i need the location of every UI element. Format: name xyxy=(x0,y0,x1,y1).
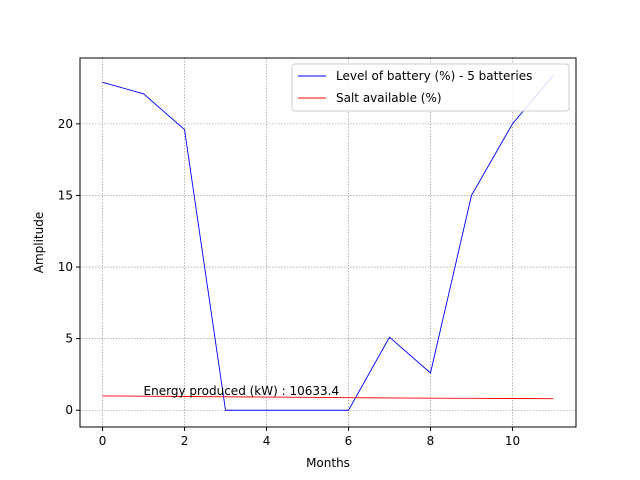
y-axis-label: Amplitude xyxy=(32,212,46,274)
energy-annotation: Energy produced (kW) : 10633.4 xyxy=(144,384,340,398)
series-line-2 xyxy=(102,395,554,400)
plot-frame xyxy=(79,57,577,428)
x-axis-label: Months xyxy=(306,456,350,470)
y-tick-label: 20 xyxy=(58,117,73,131)
x-tick-label: 2 xyxy=(181,434,189,448)
series-line-1 xyxy=(102,74,554,411)
x-tick-label: 6 xyxy=(345,434,353,448)
x-tick-label: 10 xyxy=(505,434,520,448)
x-tick-label: 0 xyxy=(99,434,107,448)
y-tick-label: 0 xyxy=(65,403,73,417)
grid-layer xyxy=(80,58,576,427)
y-tick-label: 15 xyxy=(58,188,73,202)
legend-label: Salt available (%) xyxy=(336,91,442,105)
legend: Level of battery (%) - 5 batteries Salt a… xyxy=(291,63,570,112)
legend-box xyxy=(291,63,570,112)
tick-layer: 0 2 4 6 8 10 0 5 10 15 20 xyxy=(58,117,520,448)
x-tick-label: 4 xyxy=(263,434,271,448)
x-tick-label: 8 xyxy=(427,434,435,448)
legend-label: Level of battery (%) - 5 batteries xyxy=(336,69,532,83)
y-tick-label: 10 xyxy=(58,260,73,274)
y-tick-label: 5 xyxy=(65,332,73,346)
series-layer xyxy=(102,74,554,411)
